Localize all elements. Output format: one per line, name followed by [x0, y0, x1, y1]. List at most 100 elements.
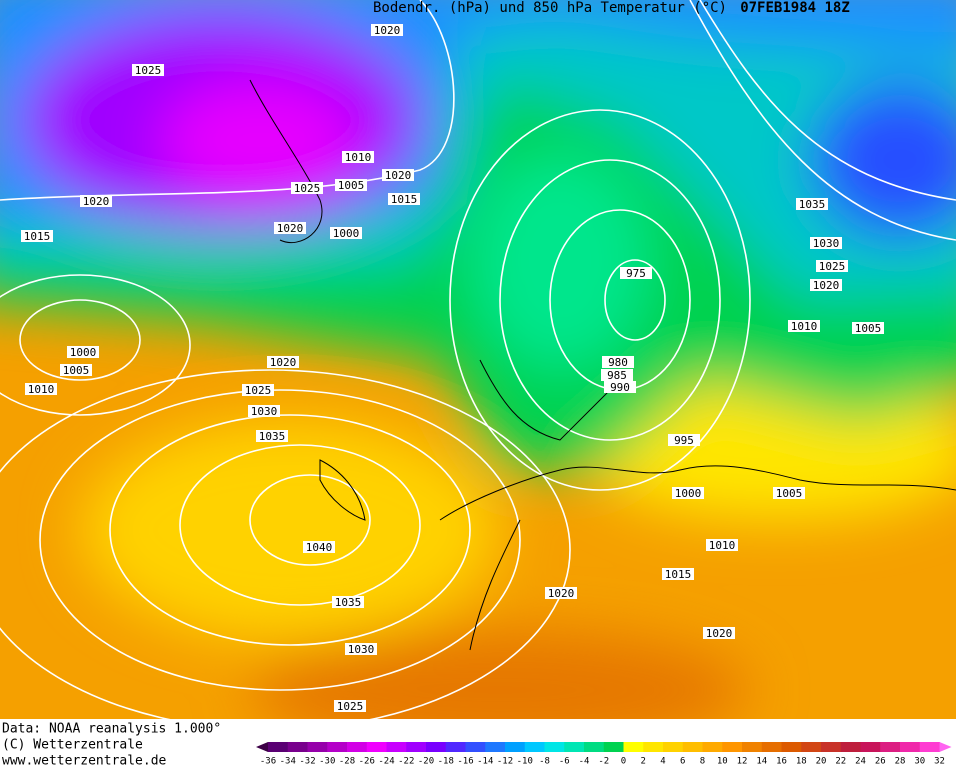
- isobar-label: 1015: [662, 568, 694, 581]
- isobar-label: 1005: [60, 364, 92, 377]
- label-box: [672, 487, 704, 499]
- label-box: [796, 198, 828, 210]
- map-date: 07FEB1984 18Z: [740, 0, 850, 16]
- label-box: [601, 369, 633, 381]
- label-box: [267, 356, 299, 368]
- temperature-field: [0, 0, 956, 719]
- isobar-label: 1005: [335, 179, 367, 192]
- label-text: 1020: [548, 587, 575, 600]
- colorbar-swatch: [919, 742, 940, 752]
- label-box: [810, 279, 842, 291]
- label-box: [371, 24, 403, 36]
- colorbar-swatch: [564, 742, 585, 752]
- label-box: [21, 230, 53, 242]
- label-box: [382, 169, 414, 181]
- colorbar-label: 0: [621, 757, 626, 767]
- colorbar-label: 2: [641, 757, 646, 767]
- colorbar-swatch: [406, 742, 427, 752]
- isobar-label: 1010: [706, 539, 738, 552]
- colorbar-swatch: [702, 742, 723, 752]
- label-text: 1010: [791, 320, 818, 333]
- label-box: [345, 643, 377, 655]
- label-text: 1040: [306, 541, 333, 554]
- colorbar-swatch: [682, 742, 703, 752]
- colorbar-label: -28: [339, 757, 355, 767]
- isobar-label: 980: [602, 356, 634, 369]
- label-text: 1030: [251, 405, 278, 418]
- label-box: [25, 383, 57, 395]
- colorbar-label: -32: [299, 757, 315, 767]
- label-text: 1000: [333, 227, 360, 240]
- isobar-label: 985: [601, 369, 633, 382]
- isobar-label: 1020: [703, 627, 735, 640]
- label-box: [334, 700, 366, 712]
- isobar-label: 1020: [382, 169, 414, 182]
- isobar-label: 975: [620, 267, 652, 280]
- colorbar-label: -10: [517, 757, 533, 767]
- isobar-label: 1005: [773, 487, 805, 500]
- colorbar-label: 8: [700, 757, 705, 767]
- colorbar-swatch: [860, 742, 881, 752]
- colorbar-swatch: [307, 742, 328, 752]
- colorbar-swatch: [722, 742, 743, 752]
- isobar-label: 995: [668, 434, 700, 447]
- colorbar-swatch: [268, 742, 289, 752]
- colorbar-label: -34: [280, 757, 296, 767]
- colorbar-swatch: [485, 742, 506, 752]
- colorbar-swatch: [544, 742, 565, 752]
- label-text: 1020: [706, 627, 733, 640]
- colorbar-swatch: [663, 742, 684, 752]
- isobar-label: 1000: [330, 227, 362, 240]
- isobar-label: 1000: [67, 346, 99, 359]
- colorbar-swatch: [643, 742, 664, 752]
- isobar-label: 1025: [242, 384, 274, 397]
- label-text: 1020: [385, 169, 412, 182]
- isobar-label: 1020: [80, 195, 112, 208]
- label-text: 1005: [855, 322, 882, 335]
- isobar-label: 1015: [388, 193, 420, 206]
- colorbar-label: -12: [497, 757, 513, 767]
- colorbar-swatch: [287, 742, 308, 752]
- label-text: 1030: [348, 643, 375, 656]
- label-box: [256, 430, 288, 442]
- label-box: [662, 568, 694, 580]
- label-box: [703, 627, 735, 639]
- colorbar-swatch: [603, 742, 624, 752]
- isobar-label: 1005: [852, 322, 884, 335]
- label-text: 1020: [277, 222, 304, 235]
- label-box: [291, 182, 323, 194]
- colorbar-swatch: [761, 742, 782, 752]
- label-text: 1015: [665, 568, 692, 581]
- label-text: 1005: [776, 487, 803, 500]
- isobar-label: 1010: [25, 383, 57, 396]
- colorbar-label: -20: [418, 757, 434, 767]
- label-box: [60, 364, 92, 376]
- label-box: [342, 151, 374, 163]
- colorbar-label: 28: [895, 757, 906, 767]
- colorbar-label: 18: [796, 757, 807, 767]
- isobar-label: 1020: [810, 279, 842, 292]
- isobar-label: 1025: [291, 182, 323, 195]
- colorbar-swatch: [386, 742, 407, 752]
- colorbar-swatch: [445, 742, 466, 752]
- label-text: 1025: [819, 260, 846, 273]
- isobars: [0, 0, 956, 719]
- isobar-label: 1025: [132, 64, 164, 77]
- label-box: [810, 237, 842, 249]
- footer-line: www.wetterzentrale.de: [2, 754, 167, 769]
- colorbar-end: [256, 742, 268, 752]
- label-box: [668, 434, 700, 446]
- isobar-label: 1025: [816, 260, 848, 273]
- footer-line: (C) Wetterzentrale: [2, 738, 143, 753]
- label-box: [545, 587, 577, 599]
- label-box: [388, 193, 420, 205]
- label-box: [67, 346, 99, 358]
- isobar-label: 1020: [274, 222, 306, 235]
- label-text: 1025: [337, 700, 364, 713]
- label-text: 1020: [270, 356, 297, 369]
- colorbar-label: 26: [875, 757, 886, 767]
- isobar-label: 1030: [345, 643, 377, 656]
- colorbar-swatch: [347, 742, 368, 752]
- colorbar-swatch: [465, 742, 486, 752]
